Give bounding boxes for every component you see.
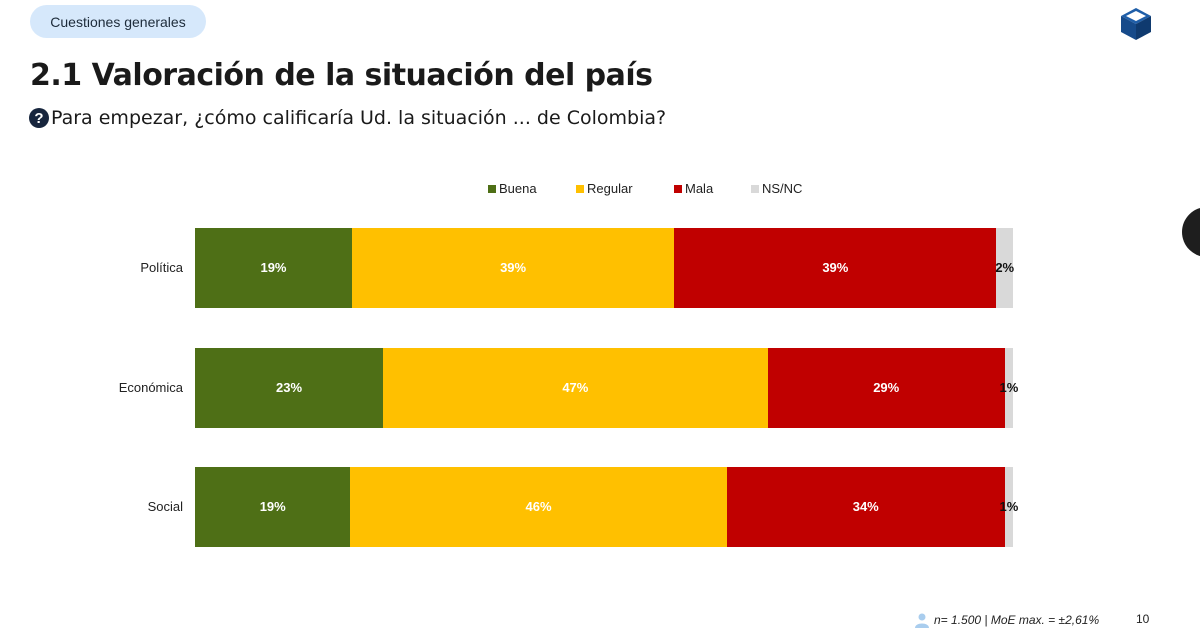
bar-segment	[195, 467, 351, 547]
data-label: 19%	[259, 499, 286, 514]
data-label: 23%	[276, 380, 303, 395]
data-label: 19%	[260, 260, 287, 275]
legend-label: NS/NC	[762, 181, 803, 196]
legend-item-ns-nc: NS/NC	[751, 181, 802, 196]
question-text: Para empezar, ¿cómo calificaría Ud. la s…	[51, 107, 667, 129]
bar-segment	[674, 228, 997, 308]
data-label: 39%	[822, 260, 849, 275]
legend-label: Buena	[499, 181, 537, 196]
section-pill: Cuestiones generales	[30, 5, 206, 38]
legend-swatch	[674, 184, 682, 193]
legend-item-buena: Buena	[488, 181, 537, 196]
bar-segment	[1004, 467, 1013, 547]
data-label: 1%	[999, 380, 1019, 395]
section-pill-label: Cuestiones generales	[50, 13, 186, 30]
category-label: Política	[140, 260, 183, 275]
bar-segment	[996, 228, 1013, 308]
legend-swatch	[576, 184, 584, 193]
data-label: 39%	[500, 260, 527, 275]
bar-segment	[350, 467, 727, 547]
bar-segment	[195, 348, 384, 428]
legend-swatch	[751, 184, 759, 193]
bar-segment	[726, 467, 1005, 547]
category-label: Económica	[118, 380, 183, 395]
bar-segment	[767, 348, 1005, 428]
page-title: 2.1 Valoración de la situación del país	[30, 58, 653, 93]
side-tab[interactable]	[1182, 207, 1200, 257]
question-circle-icon: ?	[29, 108, 49, 128]
bar-segment	[351, 228, 675, 308]
data-label: 2%	[995, 260, 1015, 275]
bar-segment	[383, 348, 768, 428]
page-number: 10	[1136, 612, 1150, 626]
sample-info: n= 1.500 | MoE max. = ±2,61%	[914, 612, 1099, 628]
chart-legend: Buena Regular Mala NS/NC	[0, 181, 1200, 197]
data-label: 47%	[562, 380, 589, 395]
data-label: 1%	[999, 499, 1019, 514]
legend-item-mala: Mala	[674, 181, 713, 196]
person-icon	[915, 613, 929, 628]
data-label: 29%	[873, 380, 900, 395]
sample-text: n= 1.500 | MoE max. = ±2,61%	[934, 613, 1100, 627]
category-label: Social	[147, 499, 183, 514]
question-row: ? Para empezar, ¿cómo calificaría Ud. la…	[29, 107, 666, 129]
cube-logo-icon	[1121, 8, 1151, 40]
legend-label: Mala	[685, 181, 714, 196]
data-label: 34%	[852, 499, 879, 514]
data-label: 46%	[525, 499, 552, 514]
bar-segment	[1004, 348, 1013, 428]
legend-item-regular: Regular	[576, 181, 633, 196]
legend-swatch	[488, 184, 496, 193]
legend-label: Regular	[587, 181, 633, 196]
bar-segment	[195, 228, 352, 308]
